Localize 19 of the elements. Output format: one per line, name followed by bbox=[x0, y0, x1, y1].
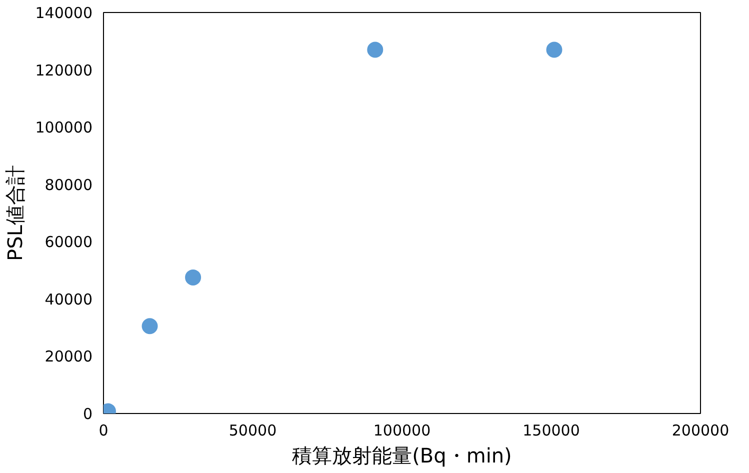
x-tick-label: 0 bbox=[98, 422, 108, 440]
y-tick-label: 20000 bbox=[44, 348, 92, 366]
y-axis-title: PSL値合計 bbox=[3, 165, 28, 261]
x-tick-label: 200000 bbox=[672, 422, 730, 440]
y-tick-label: 100000 bbox=[35, 118, 93, 137]
y-tick-label: 120000 bbox=[35, 61, 93, 80]
x-tick-label: 150000 bbox=[522, 422, 580, 440]
x-tick-label: 100000 bbox=[373, 422, 431, 440]
y-tick-label: 40000 bbox=[44, 290, 92, 308]
x-axis-title: 積算放射能量(Bq・min) bbox=[292, 444, 512, 468]
x-tick-label: 50000 bbox=[228, 422, 277, 440]
y-tick-label: 80000 bbox=[44, 176, 92, 194]
y-tick-label: 140000 bbox=[35, 4, 93, 22]
point bbox=[367, 42, 384, 58]
point bbox=[142, 318, 158, 334]
y-tick-label: 60000 bbox=[44, 233, 92, 252]
y-tick-label: 0 bbox=[82, 405, 93, 423]
point bbox=[546, 42, 562, 58]
point bbox=[185, 269, 202, 286]
